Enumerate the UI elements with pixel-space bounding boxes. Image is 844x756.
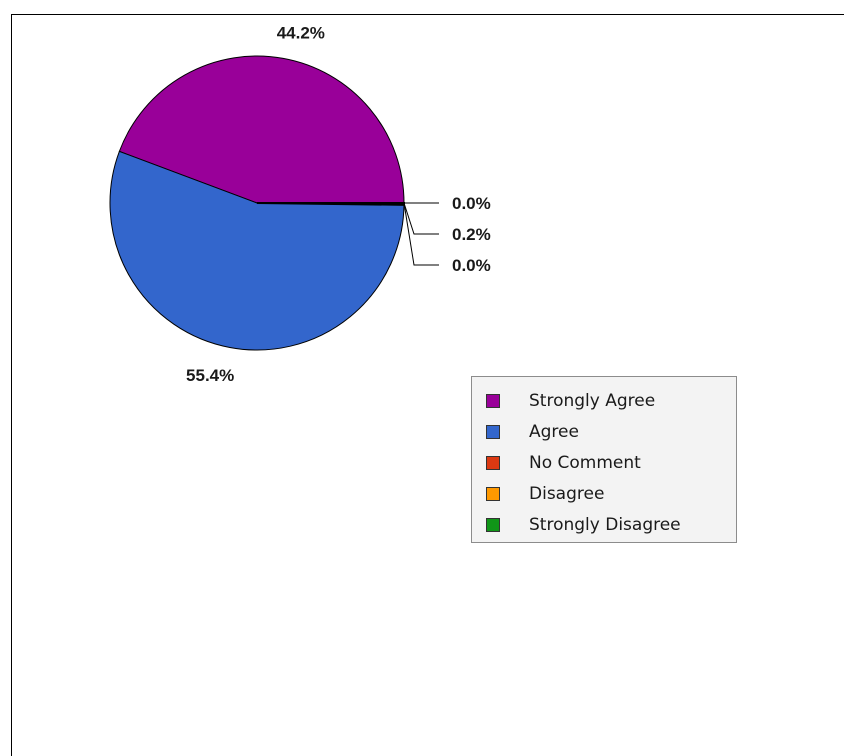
slice-label-strongly-agree: 44.2%	[277, 24, 325, 43]
legend-swatch-strongly-disagree	[486, 517, 500, 532]
legend-swatch-disagree	[486, 486, 500, 501]
pie-slice-agree	[109, 150, 405, 351]
legend-item-agree: Agree	[472, 416, 736, 447]
legend-swatch-strongly-agree	[486, 393, 500, 408]
slice-label-agree: 55.4%	[186, 366, 234, 385]
legend-swatch-agree	[486, 424, 500, 439]
legend-item-disagree: Disagree	[472, 478, 736, 509]
legend-label-no-comment: No Comment	[529, 452, 641, 473]
legend-item-no-comment: No Comment	[472, 447, 736, 478]
slice-label-strongly-disagree: 0.0%	[452, 256, 491, 275]
legend-swatch-no-comment	[486, 455, 500, 470]
leader-lines	[403, 202, 439, 266]
leader-line-strongly-disagree	[403, 202, 439, 266]
legend-item-strongly-disagree: Strongly Disagree	[472, 509, 736, 540]
legend: Strongly Agree Agree No Comment Disagree…	[471, 376, 737, 543]
slice-label-no-comment: 0.0%	[452, 194, 491, 213]
legend-label-strongly-agree: Strongly Agree	[529, 390, 656, 411]
leader-line-disagree	[403, 202, 439, 235]
legend-label-agree: Agree	[529, 421, 579, 442]
slice-labels: 44.2% 55.4% 0.0% 0.2% 0.0%	[186, 24, 491, 385]
legend-label-disagree: Disagree	[529, 483, 605, 504]
legend-label-strongly-disagree: Strongly Disagree	[529, 514, 681, 535]
pie-slices	[109, 55, 406, 351]
slice-label-disagree: 0.2%	[452, 225, 491, 244]
legend-item-strongly-agree: Strongly Agree	[472, 385, 736, 416]
pie-slice-strongly-agree	[118, 55, 405, 204]
